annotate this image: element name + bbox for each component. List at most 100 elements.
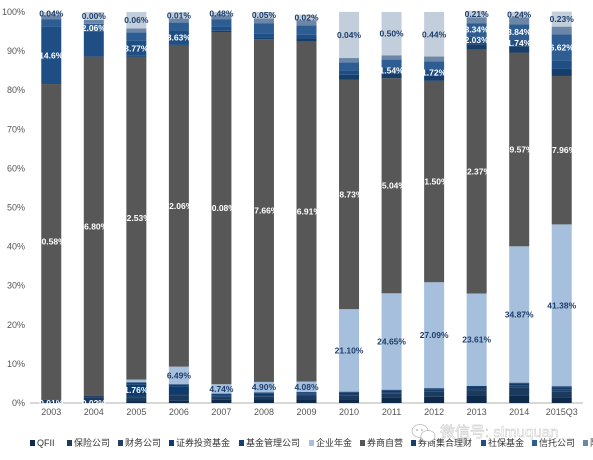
data-label: 1.74% [507,38,532,48]
data-label: 62.37% [462,167,491,177]
bar-segment [41,12,62,16]
bar-segment [168,386,189,395]
bar-segment [83,23,104,32]
bar-segment [424,389,445,391]
bar-segment [296,20,317,26]
data-label: 4.74% [209,384,234,394]
legend-label: 财务公司 [125,437,161,448]
bar-segment [296,34,317,39]
x-tick-label: 2014 [509,407,529,417]
bar-segment [339,399,360,403]
y-tick-label: 20% [7,320,25,330]
bar-segment [381,67,402,74]
bar-segment [424,56,445,62]
x-tick-label: 2013 [467,407,487,417]
bar-segment [339,394,360,396]
data-label: 0.50% [380,29,405,39]
bar-segment [551,386,572,388]
bar-segment [211,399,232,403]
bar-segment [126,401,147,403]
bar-segment [126,32,147,41]
data-label: 2.03% [465,35,490,45]
bar-segment [509,11,530,18]
bar-segment [253,396,274,400]
bar-segment [126,397,147,402]
bar-segment [509,17,530,25]
bar-segment [509,387,530,396]
x-tick-label: 2011 [382,407,401,417]
bar-segment [381,390,402,393]
bar-segment [41,15,62,20]
legend-label: 企业年金 [316,437,352,448]
bar-segment [339,70,360,75]
bar-segment [211,395,232,397]
bar-segment [296,395,317,400]
legend-swatch [583,440,588,446]
legend-label: 证券投资基金 [176,437,230,448]
data-label: 0.04% [337,30,362,40]
legend-swatch [360,440,365,446]
data-label: 0.04% [39,9,64,19]
bar-segment [83,31,104,57]
x-tick-label: 2005 [126,407,146,417]
bar-segment [168,400,189,403]
x-tick-label: 2007 [211,407,231,417]
bar-segment [466,17,487,24]
bar-segment [168,394,189,396]
data-label: 0.01% [167,10,192,20]
data-label: 37.96% [547,145,576,155]
legend: QFII 保险公司 财务公司 证券投资基金 基金管理公司 企业年金 券商自营 券商集合理财 社保… [30,437,593,448]
y-tick-label: 60% [7,163,25,173]
data-label: 2.06% [82,23,107,33]
y-tick-label: 90% [7,46,25,56]
bar-segment [509,52,530,247]
bar-segment [466,386,487,389]
x-tick-label: 2015Q3 [546,407,578,417]
data-label: 0.06% [124,15,149,25]
data-label: 3.63% [167,33,192,43]
bar-segment [211,384,232,394]
axis-layer: 0% 10% 20% 30% 40% 50% 60% 70% 80% 90% 100% 2003 200… [2,7,583,417]
data-label: 0.21% [465,9,490,19]
bar-segment [466,23,487,37]
bar-segment [296,381,317,393]
bar-segment [339,74,360,80]
data-label: 49.57% [505,144,534,154]
x-tick-label: 2012 [424,407,444,417]
legend-label: 保险公司 [74,437,110,448]
bar-segment [253,23,274,34]
data-label: 0.44% [422,29,447,39]
data-label: 86.80% [79,221,108,231]
data-labels-layer: 0.01% 80.58% 14.6% 0.04% 0.02% 86.80% 2.06% 0.0… [37,9,577,408]
x-tick-label: 2006 [169,407,189,417]
bar-segment [253,395,274,397]
data-label: 0.02% [82,398,107,408]
bar-segment [424,12,445,57]
wechat-icon [411,424,436,442]
bar-segment [83,56,104,396]
bar-segment [381,12,402,56]
bar-segment [424,396,445,403]
x-tick-label: 2008 [254,407,274,417]
bar-segment [339,11,360,59]
legend-swatch [481,440,486,446]
bar-segment [83,19,104,24]
bar-segment [168,30,189,45]
bar-segment [381,397,402,403]
legend-swatch [309,440,314,446]
bar-segment [466,49,487,294]
bar-segment [509,395,530,403]
bar-segment [168,18,189,23]
bar-segment [339,58,360,63]
bar-segment [83,397,104,403]
bar-segment [296,399,317,403]
bar-segment [551,75,572,225]
bar-segment [466,395,487,403]
bar-segment [211,26,232,31]
bar-segment [126,379,147,383]
bar-segment [551,68,572,76]
bar-segment [253,393,274,396]
bar-segment [211,397,232,400]
data-label: 6.49% [167,370,192,380]
bar-segment [211,393,232,396]
